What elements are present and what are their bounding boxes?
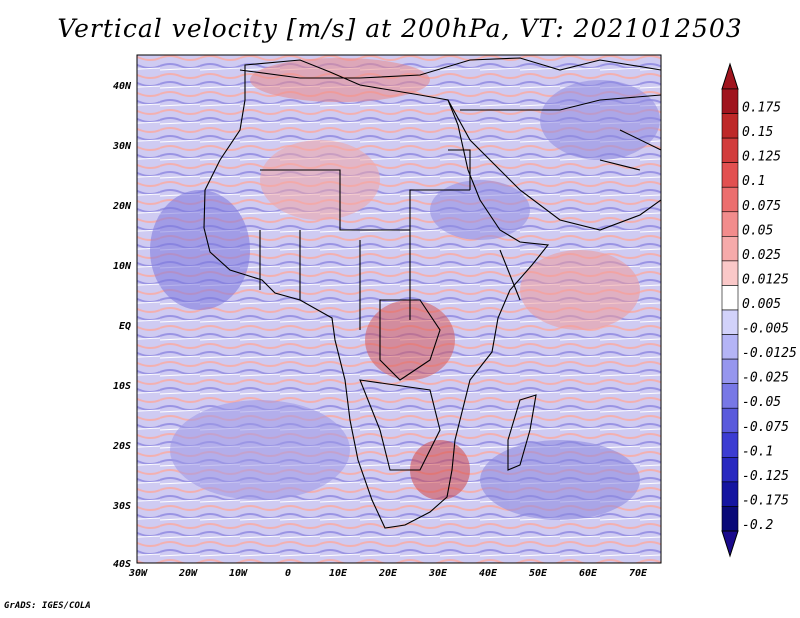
colorbar-cell: [721, 481, 739, 507]
colorbar-cell: [721, 162, 739, 188]
colorbar-cell: [721, 260, 739, 286]
colorbar-cell: [721, 383, 739, 409]
colorbar-top-arrow: [721, 62, 739, 90]
colorbar-bottom-arrow: [721, 530, 739, 558]
lon-label: 30W: [128, 568, 148, 579]
colorbar-label: -0.125: [742, 469, 789, 484]
colorbar-label: 0.05: [742, 223, 773, 238]
lon-label: 10E: [329, 568, 348, 579]
colorbar-cell: [721, 407, 739, 434]
lon-label: 10W: [229, 568, 248, 579]
colorbar-label: -0.2: [742, 518, 773, 533]
colorbar-labels: 0.175 0.15 0.125 0.1 0.075 0.05 0.025 0.0125 0.0…: [742, 101, 797, 533]
colorbar-label: 0.125: [742, 150, 781, 165]
madagascar-outline: [507, 394, 537, 471]
lon-label: 40E: [479, 568, 498, 579]
west-africa-borders: [259, 230, 411, 330]
colorbar-label: 0.025: [742, 248, 781, 263]
colorbar-label: 0.1: [742, 174, 765, 189]
lon-label: 20E: [378, 568, 398, 579]
colorbar-label: 0.0125: [742, 272, 789, 287]
east-africa-borders: [448, 149, 521, 301]
colorbar-cell: [721, 358, 739, 384]
colorbar-label: -0.005: [742, 322, 789, 337]
colorbar-label: -0.175: [742, 493, 789, 508]
lat-axis: 40N 30N 20N 10N EQ 10S 20S 30S 40S: [112, 81, 132, 570]
congo-border: [379, 299, 441, 381]
colorbar-cell: [721, 211, 739, 237]
lon-axis: 30W 20W 10W 0 10E 20E 30E 40E 50E 60E 70…: [128, 568, 648, 579]
colorbar-cell: [721, 186, 739, 213]
lat-label: 40N: [113, 81, 132, 92]
lat-label: 30N: [112, 141, 132, 152]
credit-text: GrADS: IGES/COLA: [4, 601, 91, 611]
arabia-coast: [447, 99, 661, 231]
colorbar-cell: [721, 88, 739, 114]
lat-label: EQ: [119, 321, 131, 332]
mediterranean-coast: [239, 57, 661, 79]
colorbar-cell: [721, 236, 739, 262]
lat-label: 10N: [113, 261, 132, 272]
colorbar-label: 0.175: [742, 101, 781, 116]
lat-label: 40S: [113, 559, 131, 570]
lon-label: 50E: [529, 568, 548, 579]
colorbar-label: -0.075: [742, 420, 789, 435]
lon-label: 20W: [178, 568, 198, 579]
sahel-borders: [260, 169, 470, 231]
middle-east-borders: [599, 129, 661, 171]
colorbar-cell: [721, 285, 739, 311]
lon-label: 30E: [428, 568, 448, 579]
colorbar-label: 0.005: [742, 297, 781, 312]
lat-label: 20N: [112, 201, 132, 212]
asia-border: [460, 94, 661, 111]
coastlines-borders: [203, 57, 661, 529]
africa-outline: [203, 59, 550, 529]
southern-africa-borders: [359, 379, 441, 471]
lat-label: 30S: [112, 501, 131, 512]
map-title: Vertical velocity [m/s] at 200hPa, VT: 2…: [57, 14, 743, 43]
lon-label: 60E: [579, 568, 598, 579]
colorbar-label: -0.0125: [742, 346, 797, 361]
colorbar-cell: [721, 432, 739, 458]
colorbar-cells: [721, 88, 739, 532]
colorbar-cell: [721, 137, 739, 163]
lon-label: 0: [285, 568, 291, 579]
colorbar: 0.175 0.15 0.125 0.1 0.075 0.05 0.025 0.0125 0.0…: [721, 62, 797, 558]
colorbar-cell: [721, 457, 739, 483]
lat-label: 20S: [112, 441, 131, 452]
colorbar-label: -0.1: [742, 444, 773, 459]
map-frame: [136, 54, 662, 564]
lon-label: 70E: [629, 568, 648, 579]
colorbar-cell: [721, 334, 739, 360]
colorbar-label: -0.05: [742, 395, 781, 410]
colorbar-label: 0.15: [742, 125, 773, 140]
field-patches: [150, 58, 660, 520]
lat-label: 10S: [113, 381, 131, 392]
colorbar-cell: [721, 309, 739, 335]
colorbar-label: 0.075: [742, 199, 781, 214]
colorbar-cell: [721, 506, 739, 532]
map-panel: [137, 55, 661, 563]
colorbar-cell: [721, 113, 739, 139]
colorbar-label: -0.025: [742, 371, 789, 386]
